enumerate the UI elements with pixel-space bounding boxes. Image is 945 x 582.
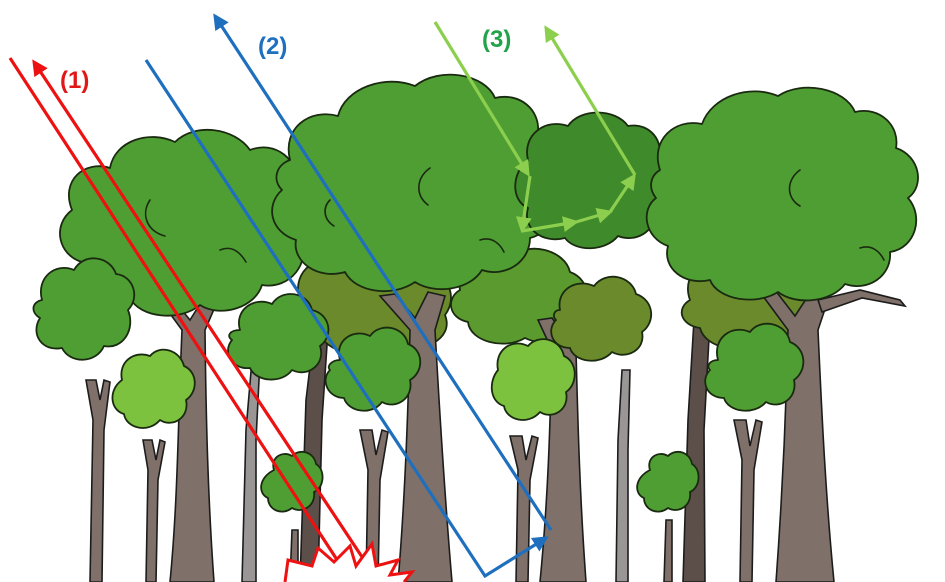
tree-canopy	[550, 275, 652, 362]
tree-trunk	[142, 438, 166, 582]
path-1-reflected-ray	[32, 59, 374, 573]
tree-trunk	[508, 434, 539, 582]
tree-trunk	[378, 291, 453, 582]
impact-burst-icon	[283, 540, 416, 582]
tree-canopy	[645, 86, 919, 302]
tree-trunk	[758, 289, 835, 582]
tree-canopy	[490, 338, 576, 421]
tree-trunk	[663, 519, 673, 582]
tree-canopy	[227, 293, 330, 381]
path-3-segment	[608, 173, 636, 213]
tree-canopy	[32, 257, 136, 361]
path-3-segment	[521, 216, 580, 233]
path-2-label: (2)	[258, 33, 287, 60]
path-3-segment	[544, 25, 637, 176]
path-3-segment	[433, 21, 530, 177]
path-2-returning-ray	[213, 13, 553, 531]
path-1-incoming-ray	[8, 57, 347, 575]
light-path-3	[433, 21, 637, 234]
light-path-2	[144, 13, 553, 579]
path-3-segment	[515, 175, 532, 234]
tree-trunk	[158, 295, 220, 582]
tree-canopy	[271, 73, 559, 293]
tree-canopy	[636, 450, 700, 513]
light-path-1	[8, 57, 416, 582]
tree-canopy	[704, 322, 805, 412]
path-2-transmitted-ray	[144, 59, 549, 579]
path-3-label: (3)	[482, 26, 511, 53]
canopy-trees	[59, 73, 919, 582]
tree-trunk	[85, 378, 111, 582]
tree-trunk	[733, 418, 763, 582]
path-1-label: (1)	[60, 67, 89, 94]
tree-trunk	[615, 369, 631, 582]
tree-canopy	[324, 326, 422, 412]
tree-trunk	[682, 319, 711, 582]
tree-canopy	[111, 348, 196, 429]
tree-trunk	[359, 428, 389, 582]
tree-branch	[816, 289, 908, 314]
tree-trunk	[241, 359, 261, 582]
path-3-segment	[575, 207, 614, 224]
